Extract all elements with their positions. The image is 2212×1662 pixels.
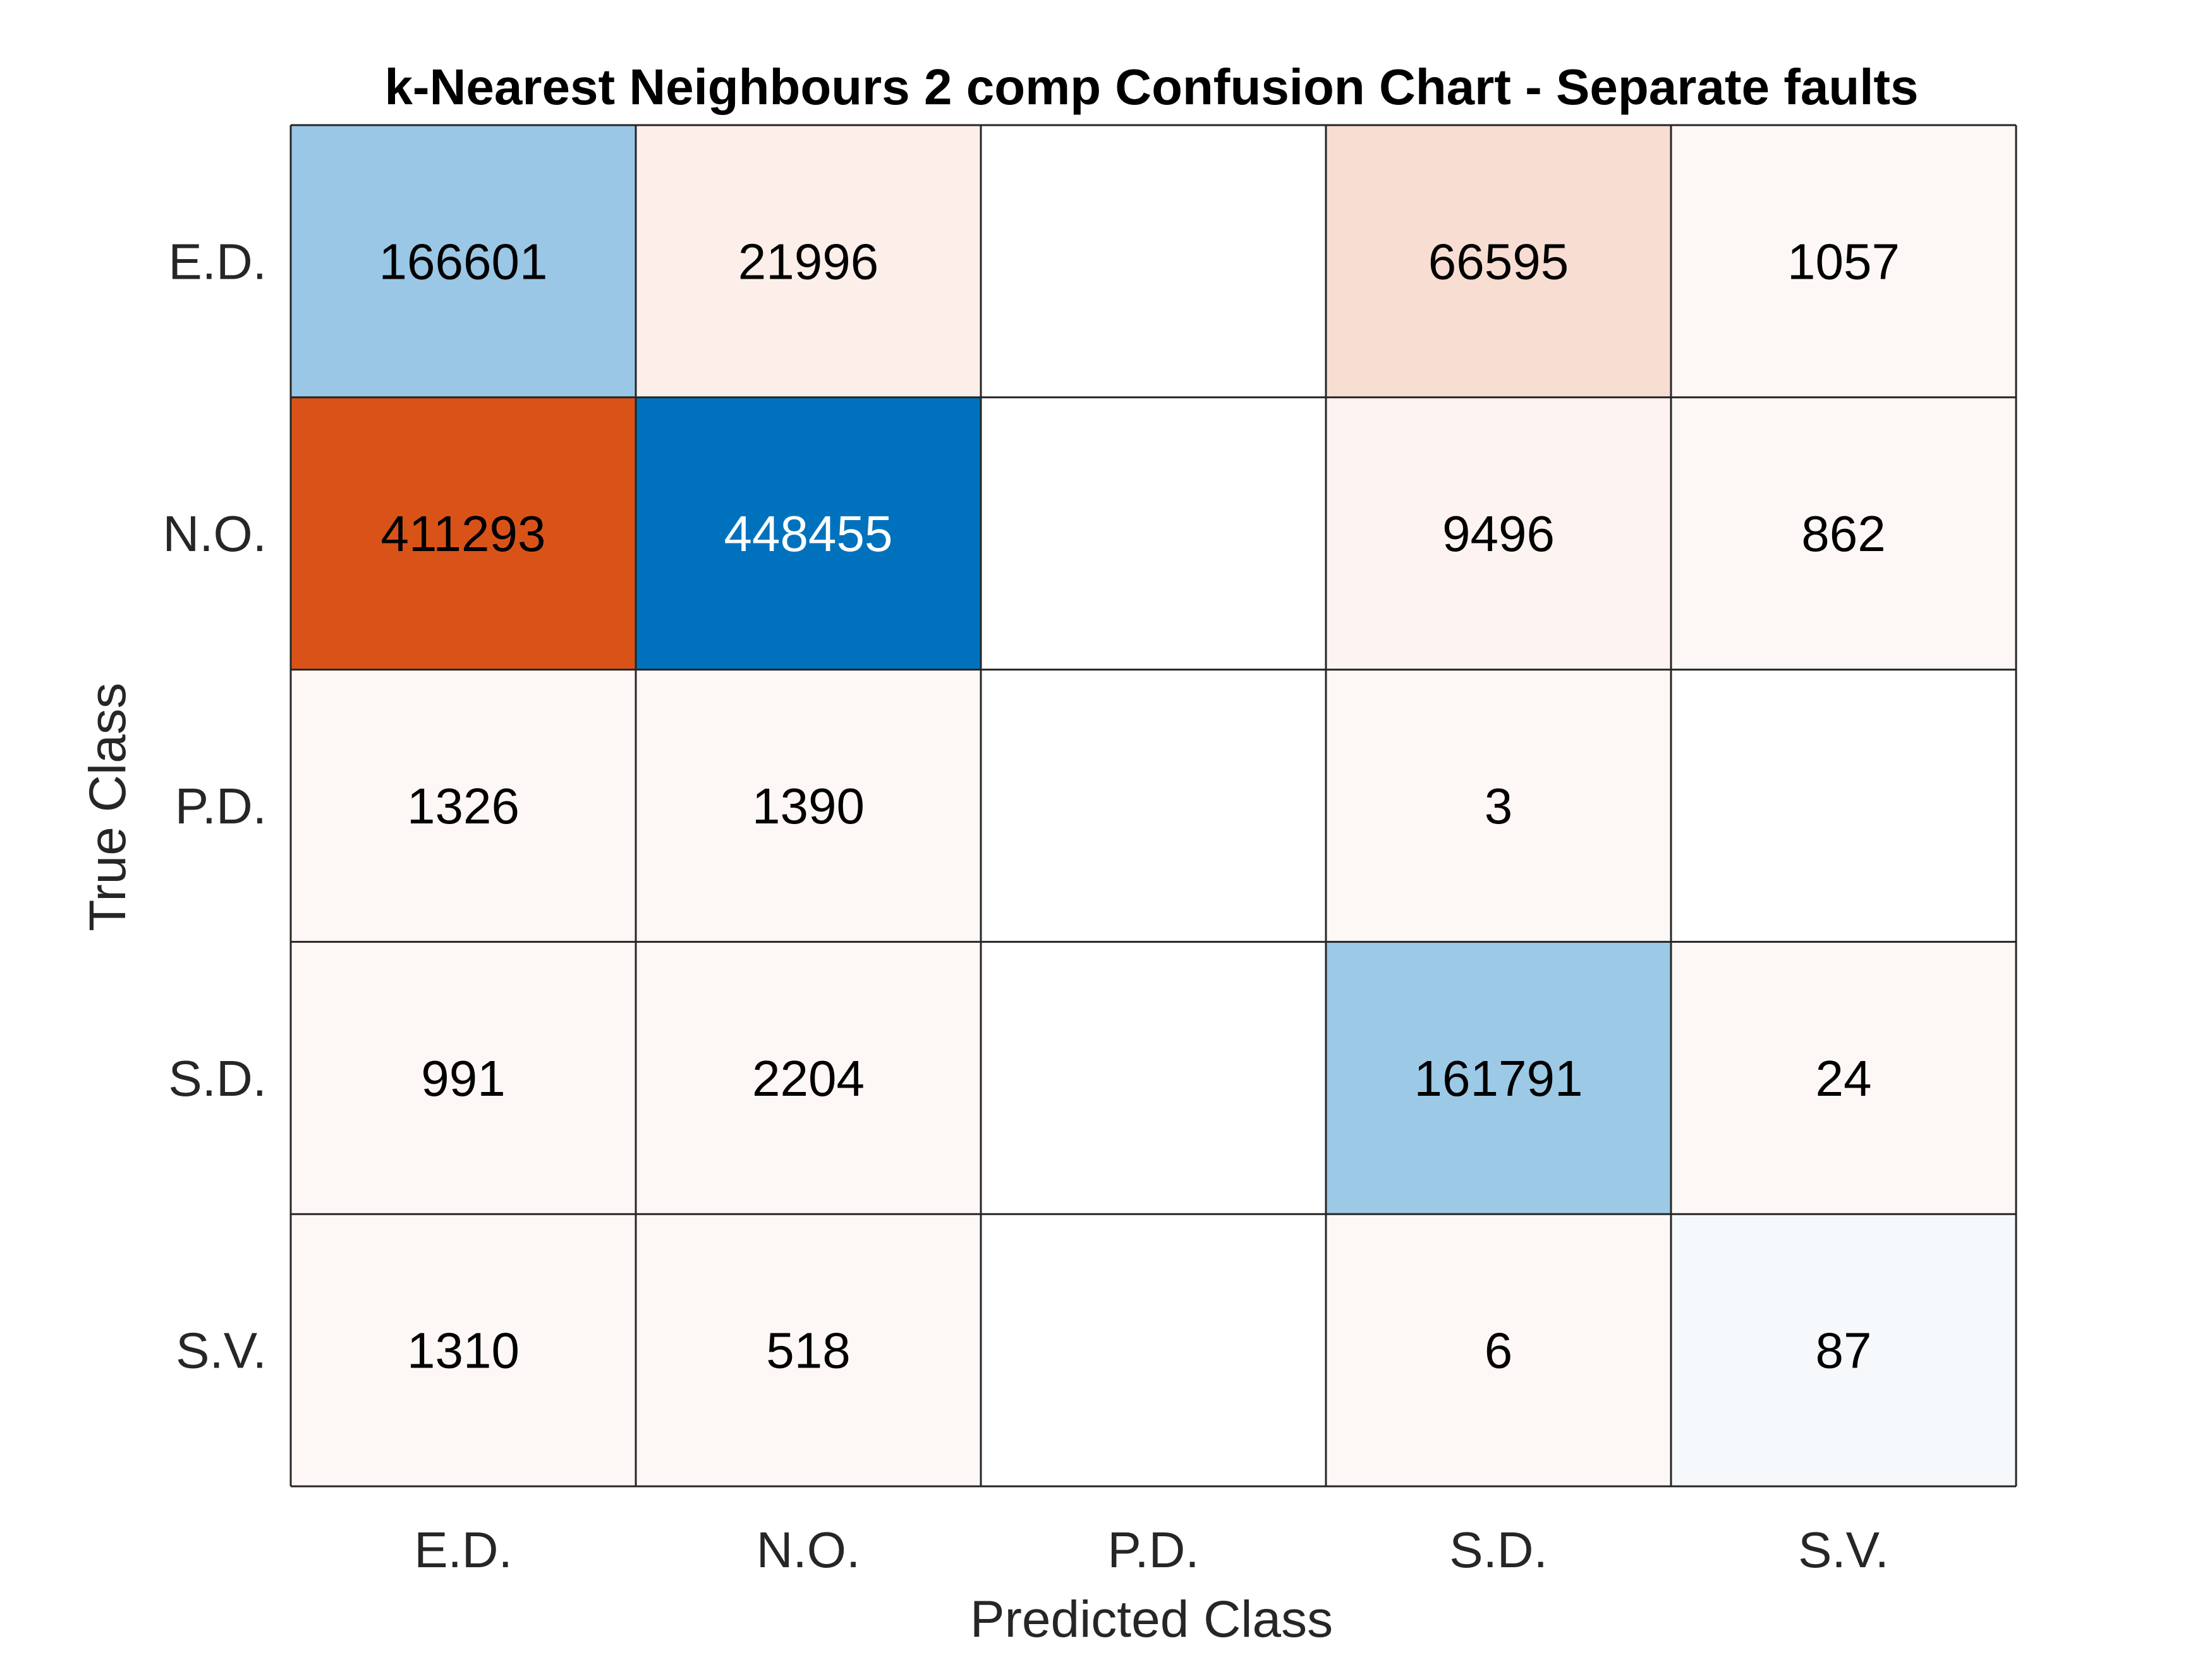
cell-value-label: 448455 — [724, 506, 893, 562]
heatmap-cell — [981, 1214, 1326, 1486]
heatmap-cell — [981, 669, 1326, 942]
cell-value-label: 862 — [1801, 506, 1885, 562]
heatmap-cell — [291, 125, 636, 397]
cell-value-label: 2204 — [752, 1050, 865, 1107]
cell-value-label: 166601 — [379, 233, 548, 289]
cell-value-label: 161791 — [1414, 1050, 1583, 1107]
cell-labels-layer: 166601 21996 66595 1057 411293 448455 9496 862 1… — [379, 233, 1900, 1378]
heatmap-cell — [291, 1214, 636, 1486]
heatmap-cell — [291, 942, 636, 1215]
heatmap-cell — [636, 1214, 981, 1486]
y-tick-label: S.V. — [176, 1323, 267, 1379]
cell-value-label: 87 — [1816, 1323, 1872, 1379]
cell-value-label: 991 — [421, 1050, 505, 1107]
heatmap-cell — [1326, 397, 1671, 670]
heatmap-cell — [1671, 942, 2016, 1215]
heatmap-cell — [1326, 942, 1671, 1215]
heatmap-cell — [981, 125, 1326, 397]
y-tick-label: E.D. — [168, 233, 267, 289]
heatmap-cell — [636, 669, 981, 942]
chart-title: k-Nearest Neighbours 2 comp Confusion Ch… — [384, 59, 1918, 115]
heatmap-cell — [636, 942, 981, 1215]
x-tick-label: S.D. — [1449, 1522, 1548, 1578]
grid-layer — [289, 124, 2017, 1488]
x-tick-label: E.D. — [414, 1522, 513, 1578]
cell-value-label: 9496 — [1442, 506, 1555, 562]
heatmap-cell — [1326, 125, 1671, 397]
heatmap-cell — [1326, 1214, 1671, 1486]
heatmap-cell — [1671, 397, 2016, 670]
y-tick-label: S.D. — [168, 1050, 267, 1107]
y-tick-label: N.O. — [163, 506, 267, 562]
cell-value-label: 518 — [766, 1323, 850, 1379]
x-tick-label: S.V. — [1798, 1522, 1889, 1578]
heatmap-cell — [1671, 669, 2016, 942]
cell-value-label: 1057 — [1787, 233, 1900, 289]
ticks-layer: E.D. N.O. P.D. S.D. S.V. E.D. N.O. P.D. S.D. S.V. — [163, 233, 1889, 1578]
y-tick-label: P.D. — [175, 778, 267, 834]
x-tick-label: P.D. — [1107, 1522, 1199, 1578]
heatmap-cell — [1671, 125, 2016, 397]
heatmap-cell — [636, 397, 981, 670]
heatmap-cell — [1671, 1214, 2016, 1486]
heatmap-cell — [636, 125, 981, 397]
x-tick-label: N.O. — [757, 1522, 860, 1578]
cell-value-label: 1326 — [407, 778, 520, 834]
cell-value-label: 1390 — [752, 778, 865, 834]
heatmap-cell — [981, 942, 1326, 1215]
cell-value-label: 1310 — [407, 1323, 520, 1379]
cell-value-label: 24 — [1816, 1050, 1872, 1107]
cells-layer — [291, 125, 2016, 1486]
cell-value-label: 3 — [1485, 778, 1513, 834]
heatmap-cell — [291, 397, 636, 670]
cell-value-label: 6 — [1485, 1323, 1513, 1379]
heatmap-cell — [1326, 669, 1671, 942]
cell-value-label: 21996 — [738, 233, 878, 289]
y-axis-label: True Class — [79, 682, 137, 931]
heatmap-cell — [981, 397, 1326, 670]
cell-value-label: 66595 — [1428, 233, 1569, 289]
heatmap-cell — [291, 669, 636, 942]
x-axis-label: Predicted Class — [970, 1591, 1333, 1648]
cell-value-label: 411293 — [380, 506, 545, 562]
